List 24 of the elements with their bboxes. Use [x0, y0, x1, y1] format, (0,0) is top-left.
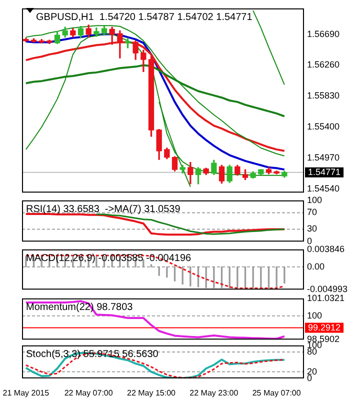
y-tick-label: 1.56260 [307, 60, 340, 70]
y-tick-label: 1.54540 [307, 183, 340, 194]
chart-title: RSI(14) 33.6583 ->MA(7) 31.0539 [26, 204, 181, 216]
y-tick-label: 30 [307, 224, 318, 234]
y-tick-label: -0.004993 [307, 284, 348, 294]
y-tick-label: 70 [307, 207, 318, 218]
y-tick-label: 100 [307, 310, 322, 320]
chart-title: GBPUSD,H1 1.54720 1.54787 1.54702 1.54771 [36, 12, 253, 24]
x-tick-label: 22 May 23:00 [190, 388, 239, 398]
x-tick-label: 22 May 15:00 [127, 388, 176, 398]
y-tick-label: 101.0321 [307, 292, 345, 303]
x-tick-label: 22 May 07:00 [64, 388, 114, 398]
x-tick-label: 25 May 07:00 [252, 388, 302, 398]
y-tick-label: 1.54970 [307, 152, 340, 163]
y-tick-label: 0 [307, 236, 312, 246]
y-tick-label: 100 [307, 194, 322, 205]
y-tick-label: 1.55830 [307, 90, 340, 101]
y-tick-label: 1.56690 [307, 28, 340, 39]
y-tick-label: 0.00 [307, 261, 325, 272]
y-tick-label: 1.55400 [307, 122, 340, 132]
ref-line-label: 1.54771 [308, 166, 341, 177]
x-tick-label: 21 May 2015 [2, 388, 50, 398]
ref-line-label: 99.2912 [308, 322, 341, 332]
y-tick-label: 0.003846 [307, 244, 345, 254]
